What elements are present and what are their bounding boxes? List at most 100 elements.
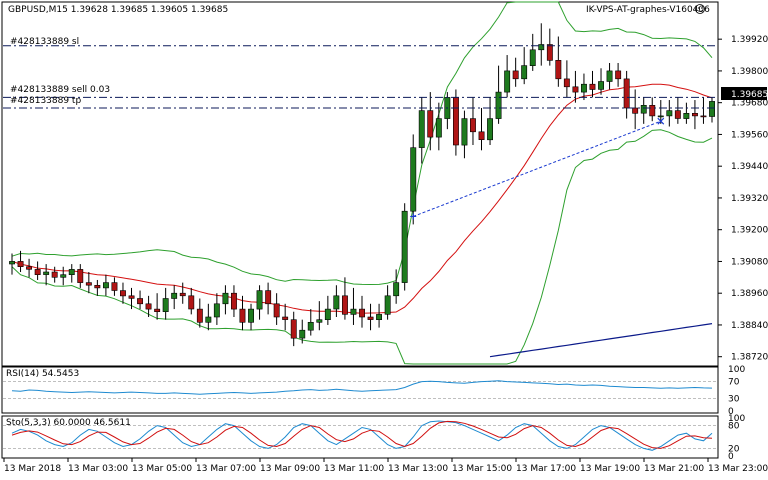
candle-body — [563, 78, 570, 88]
candle-body — [43, 271, 50, 275]
candle — [43, 264, 50, 286]
candle-body — [213, 303, 220, 318]
candle — [555, 36, 562, 87]
candle — [563, 60, 570, 98]
brand-label: IK-VPS-AT-graphes-V160406 — [586, 5, 710, 15]
candle-body — [427, 110, 434, 138]
candle — [401, 203, 408, 291]
candle-body — [222, 292, 229, 305]
candle — [666, 100, 673, 127]
candle-body — [418, 110, 425, 148]
candle — [145, 295, 152, 318]
candle-body — [145, 303, 152, 310]
candle — [290, 311, 297, 347]
candle — [273, 293, 280, 325]
candle — [410, 134, 417, 225]
sl-label: #428133889 sl — [10, 37, 79, 47]
candle-body — [333, 295, 340, 310]
bollinger-upper-line — [11, 1, 713, 286]
rsi-tick-label: 70 — [728, 378, 740, 388]
candle — [231, 285, 237, 318]
candle-body — [478, 131, 485, 141]
stoch-signal-line — [11, 420, 713, 449]
candle-body — [179, 292, 186, 297]
candle — [418, 97, 425, 164]
moving-average-line — [11, 83, 713, 314]
price-tick-label: 1.38720 — [731, 353, 768, 363]
candle — [162, 287, 169, 320]
sell-label: #428133889 sell 0.03 — [10, 85, 110, 95]
panel-frames — [1, 1, 719, 459]
time-tick-label: 13 Mar 2018 — [4, 464, 61, 474]
candle — [350, 287, 357, 325]
candle — [324, 295, 331, 325]
candle-body — [598, 81, 605, 90]
rsi-panel — [3, 380, 718, 399]
candle — [137, 290, 143, 310]
candle-body — [341, 295, 348, 315]
main-panel-frame — [1, 1, 719, 367]
candle — [179, 282, 186, 304]
candle-body — [265, 290, 272, 305]
candle-body — [94, 284, 101, 289]
candle-body — [529, 49, 536, 66]
candle — [538, 23, 545, 66]
candle — [333, 285, 340, 318]
rsi-tick-label: 30 — [728, 394, 740, 404]
candlesticks — [9, 23, 716, 347]
price-tick-label: 1.39200 — [731, 226, 768, 236]
candle — [34, 261, 41, 280]
candle — [359, 295, 365, 328]
candle-body — [512, 70, 519, 80]
candle-body — [640, 105, 647, 114]
candle — [478, 107, 485, 151]
smiley-icon — [695, 4, 705, 14]
time-tick-label: 13 Mar 05:00 — [132, 464, 192, 474]
stoch-main-line — [11, 420, 713, 451]
candle — [94, 279, 101, 296]
candle — [495, 65, 502, 124]
price-tick-label: 1.39800 — [731, 67, 768, 77]
candle-body — [350, 308, 357, 315]
candle-body — [461, 118, 468, 146]
candle — [299, 319, 306, 344]
candle — [469, 97, 476, 146]
candle-body — [580, 83, 587, 93]
candle — [213, 293, 220, 325]
price-tick-label: 1.39440 — [731, 162, 768, 172]
candle-body — [162, 298, 169, 312]
candle — [77, 264, 84, 288]
candle — [623, 70, 630, 119]
time-tick-label: 13 Mar 21:00 — [644, 464, 704, 474]
time-tick-label: 13 Mar 03:00 — [68, 464, 128, 474]
symbol-header: GBPUSD,M15 1.39628 1.39685 1.39605 1.396… — [8, 5, 228, 15]
candle-body — [103, 282, 109, 289]
candle-body — [17, 261, 24, 267]
candle — [504, 55, 511, 98]
candle — [709, 97, 716, 123]
candle-body — [205, 316, 212, 323]
candle — [589, 70, 596, 98]
candle-body — [324, 308, 331, 321]
trade-line — [413, 120, 661, 217]
candle-body — [307, 321, 314, 331]
price-tick-label: 1.39680 — [731, 99, 768, 109]
candle-body — [469, 118, 476, 133]
candle — [265, 282, 272, 315]
candle-body — [589, 83, 596, 90]
candle-body — [538, 44, 545, 51]
candle — [521, 47, 528, 85]
candle — [316, 301, 323, 331]
candle-body — [606, 70, 613, 82]
slow-moving-average-line — [489, 323, 713, 358]
candle-body — [709, 101, 716, 117]
candle — [248, 303, 254, 331]
candle — [615, 62, 622, 87]
candle — [9, 253, 15, 275]
candle — [529, 33, 536, 71]
axes: 1.39920 1.39800 1.39680 1.39560 1.39440 1.393… — [3, 35, 768, 474]
candle — [256, 285, 263, 320]
candle-body — [290, 319, 297, 339]
stoch-panel-frame — [1, 415, 719, 459]
